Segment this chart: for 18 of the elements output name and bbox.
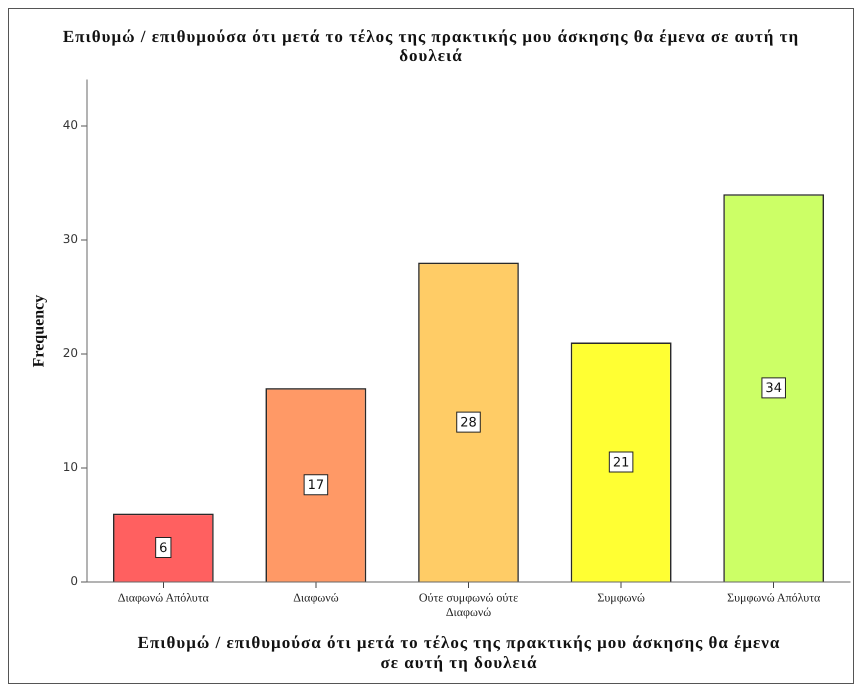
x-tick-label: Διαφωνώ [293, 590, 339, 604]
y-tick-label: 0 [70, 574, 78, 588]
y-tick-label: 10 [62, 460, 78, 474]
data-label: 28 [460, 415, 477, 430]
y-axis-title: Frequency [30, 294, 48, 368]
data-label: 17 [308, 478, 324, 494]
x-axis-title: Επιθυμώ / επιθυμούσα ότι μετά το τέλος της πρακτικής μου άσκησης θα έμενα σε αυτή τη δουλειά [136, 633, 782, 673]
data-label: 34 [765, 381, 782, 396]
y-tick-label: 20 [62, 346, 78, 360]
y-tick-label: 40 [62, 118, 78, 132]
chart-title: Επιθυμώ / επιθυμούσα ότι μετά το τέλος της πρακτικής μου άσκησης θα έμενα σε αυτή τη δουλειά [62, 27, 800, 65]
x-tick-label: Διαφωνώ Απόλυτα [118, 590, 210, 604]
y-tick-label: 30 [62, 232, 78, 246]
x-tick-label: Ούτε συμφωνώ ούτε Διαφωνώ [418, 590, 518, 619]
x-tick-label: Συμφωνώ Απόλυτα [727, 590, 822, 604]
data-label: 6 [159, 540, 168, 556]
x-tick-label: Συμφωνώ [597, 590, 645, 604]
data-label: 21 [612, 455, 630, 470]
